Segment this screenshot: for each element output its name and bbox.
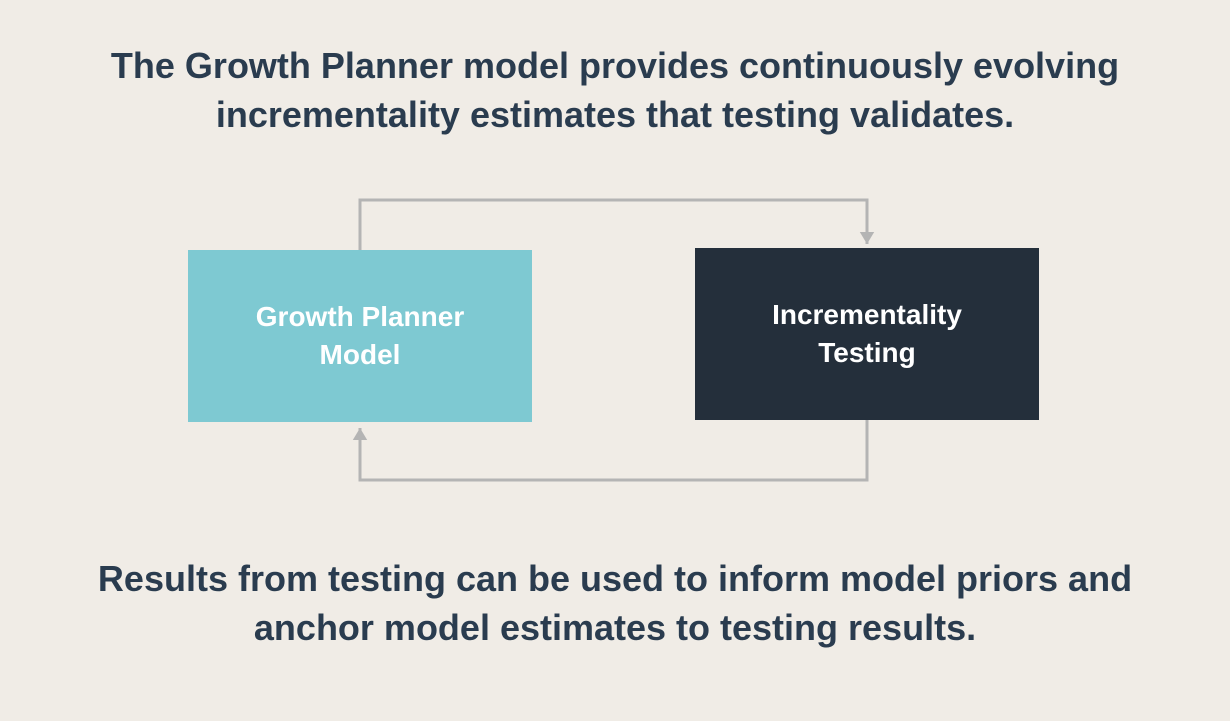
node-incrementality-testing: Incrementality Testing xyxy=(695,248,1039,420)
node-label-line1: Growth Planner xyxy=(256,298,464,336)
node-growth-planner-model: Growth Planner Model xyxy=(188,250,532,422)
node-label-line2: Model xyxy=(320,336,401,374)
edge-top xyxy=(360,200,874,250)
diagram-canvas: The Growth Planner model provides contin… xyxy=(0,0,1230,721)
node-label-line1: Incrementality xyxy=(772,296,962,334)
top-caption: The Growth Planner model provides contin… xyxy=(65,42,1165,139)
node-label-line2: Testing xyxy=(818,334,915,372)
edge-bottom xyxy=(353,420,867,480)
bottom-caption: Results from testing can be used to info… xyxy=(85,555,1145,652)
